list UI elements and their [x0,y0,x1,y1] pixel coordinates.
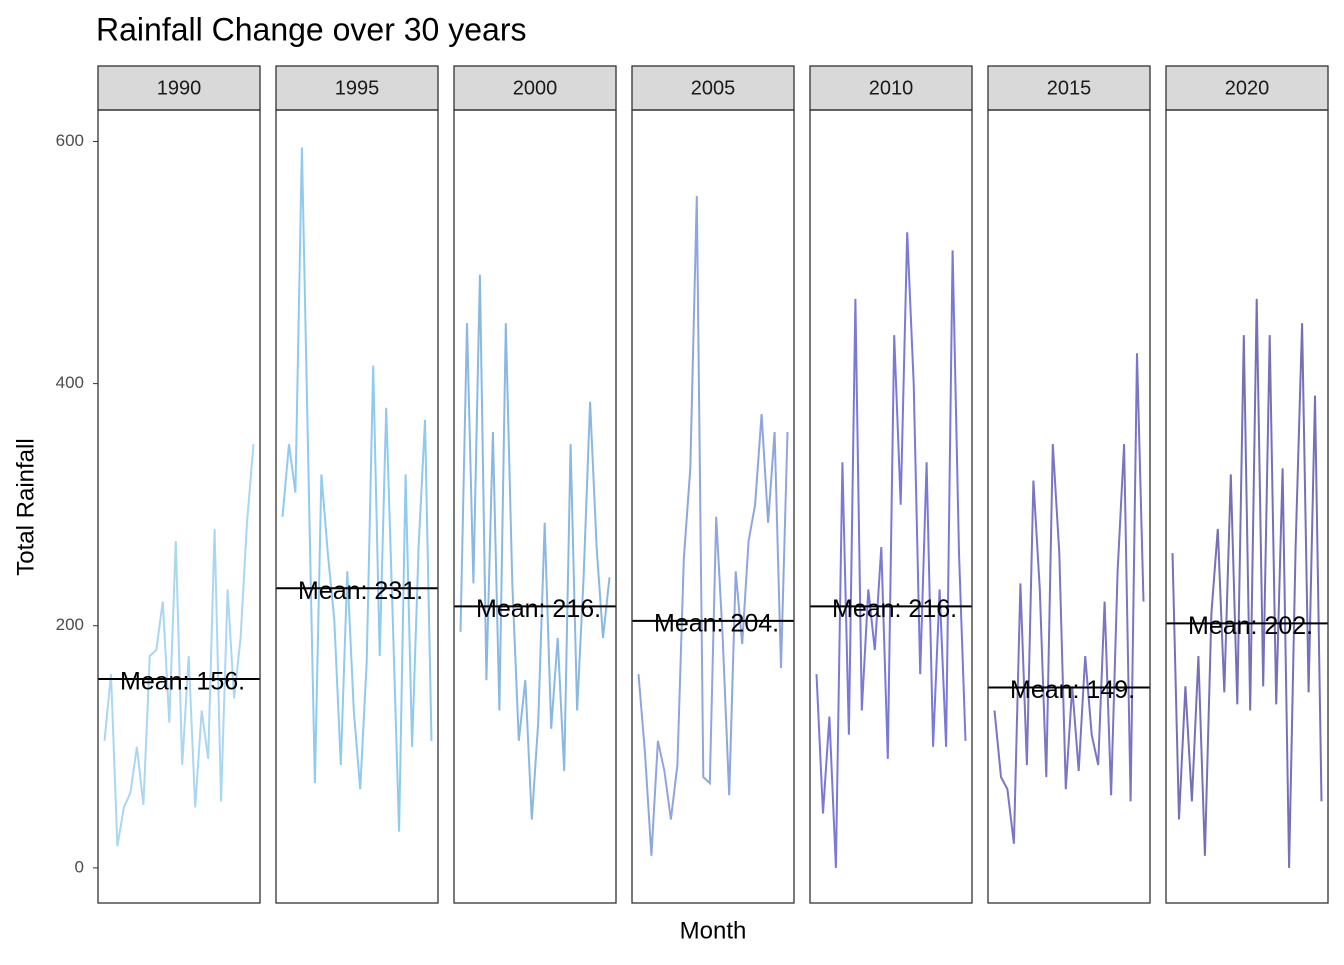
mean-label: Mean: 202. [1188,612,1313,640]
panel: Mean: 149. [988,353,1150,844]
strip-label: 2020 [1225,77,1270,99]
panel: Mean: 156. [98,444,260,847]
panel-border [275,109,439,904]
rainfall-line [637,195,789,856]
strip-label: 2010 [869,77,914,99]
y-tick-label: 200 [56,615,84,634]
panel-border [453,109,617,904]
strip-label: 2000 [513,77,558,99]
strip-label: 1990 [157,77,202,99]
panel-border [809,109,973,904]
x-axis-label: Month [680,917,747,944]
rainfall-line [281,147,433,832]
y-tick-label: 0 [75,857,84,876]
strip [97,65,261,111]
panel-border [987,109,1151,904]
panel: Mean: 202. [1166,298,1328,868]
strip [987,65,1151,111]
panel-border [1165,109,1329,904]
rainfall-line [815,232,967,868]
mean-label: Mean: 149. [1010,676,1135,704]
strip-label: 2005 [691,77,736,99]
panel: Mean: 204. [632,195,794,856]
strip-label: 2015 [1047,77,1092,99]
strip-label: 1995 [335,77,380,99]
y-axis-label: Total Rainfall [12,438,39,575]
mean-label: Mean: 204. [654,610,779,638]
panel-border [631,109,795,904]
rainfall-line [103,444,255,847]
rainfall-line [459,274,611,820]
mean-label: Mean: 216. [476,595,601,623]
chart-title: Rainfall Change over 30 years [96,11,526,47]
mean-label: Mean: 156. [120,668,245,696]
rainfall-line [1171,298,1323,868]
panel: Mean: 216. [810,232,972,868]
strip [631,65,795,111]
rainfall-line [993,353,1145,844]
mean-label: Mean: 216. [832,595,957,623]
y-tick-label: 600 [56,131,84,150]
panel: Mean: 216. [454,274,616,820]
panel-border [97,109,261,904]
mean-label: Mean: 231. [298,577,423,605]
y-tick-label: 400 [56,373,84,392]
panel: Mean: 231. [276,147,438,832]
